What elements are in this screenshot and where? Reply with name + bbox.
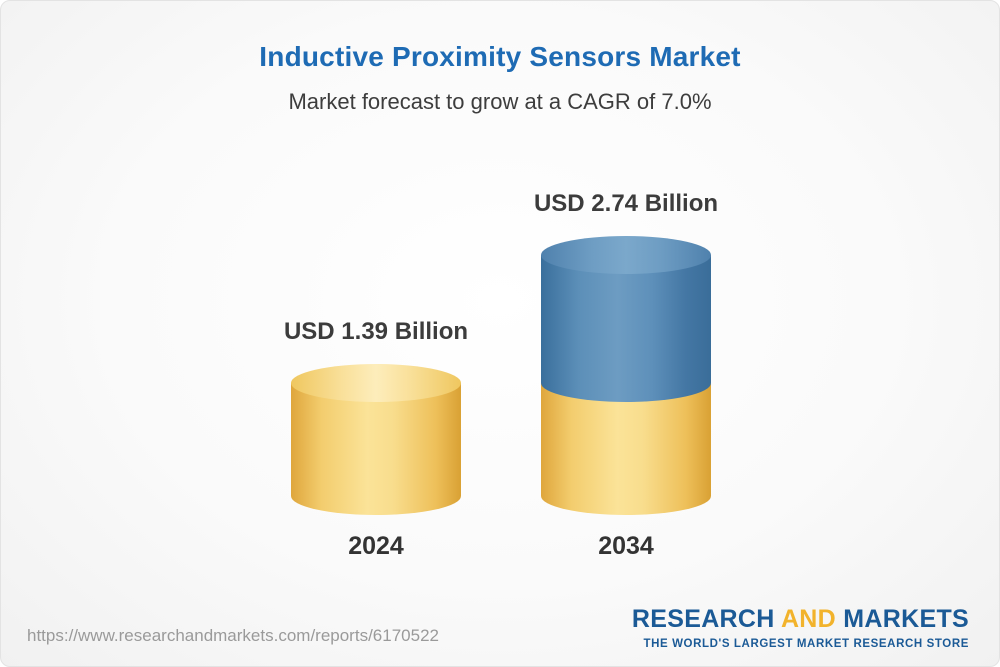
- bar-segment-2024-base: [291, 382, 461, 515]
- bar-column-2024: USD 1.39 Billion 2024: [256, 318, 496, 561]
- bar-segment-2034-growth: [541, 254, 711, 383]
- category-label-2034: 2034: [598, 532, 654, 560]
- chart-subtitle: Market forecast to grow at a CAGR of 7.0…: [288, 89, 712, 114]
- logo-word-research: RESEARCH: [631, 605, 775, 633]
- logo-word-and: AND: [780, 605, 837, 633]
- cylinder-junction-2034: [541, 363, 711, 402]
- logo-tagline: THE WORLD'S LARGEST MARKET RESEARCH STOR…: [643, 638, 969, 650]
- logo-wordmark: RESEARCH AND MARKETS: [632, 605, 969, 634]
- cylinder-2034: [541, 235, 711, 515]
- cylinder-top-2034: [541, 235, 711, 274]
- source-url[interactable]: https://www.researchandmarkets.com/repor…: [27, 626, 439, 645]
- category-label-2024: 2024: [348, 532, 404, 560]
- logo-word-markets: MARKETS: [843, 605, 969, 633]
- cylinder-top-2024: [291, 363, 461, 402]
- bar-column-2034: USD 2.74 Billion 2034: [506, 190, 746, 561]
- chart-header: Inductive Proximity Sensors Market Marke…: [1, 41, 999, 115]
- value-label-2024: USD 1.39 Billion: [283, 317, 469, 345]
- research-and-markets-logo: RESEARCH AND MARKETS THE WORLD'S LARGEST…: [632, 605, 969, 650]
- cylinder-2024: [291, 363, 461, 515]
- chart-title: Inductive Proximity Sensors Market: [259, 41, 741, 72]
- bar-segment-2034-base: [541, 382, 711, 515]
- value-label-2034: USD 2.74 Billion: [533, 189, 719, 217]
